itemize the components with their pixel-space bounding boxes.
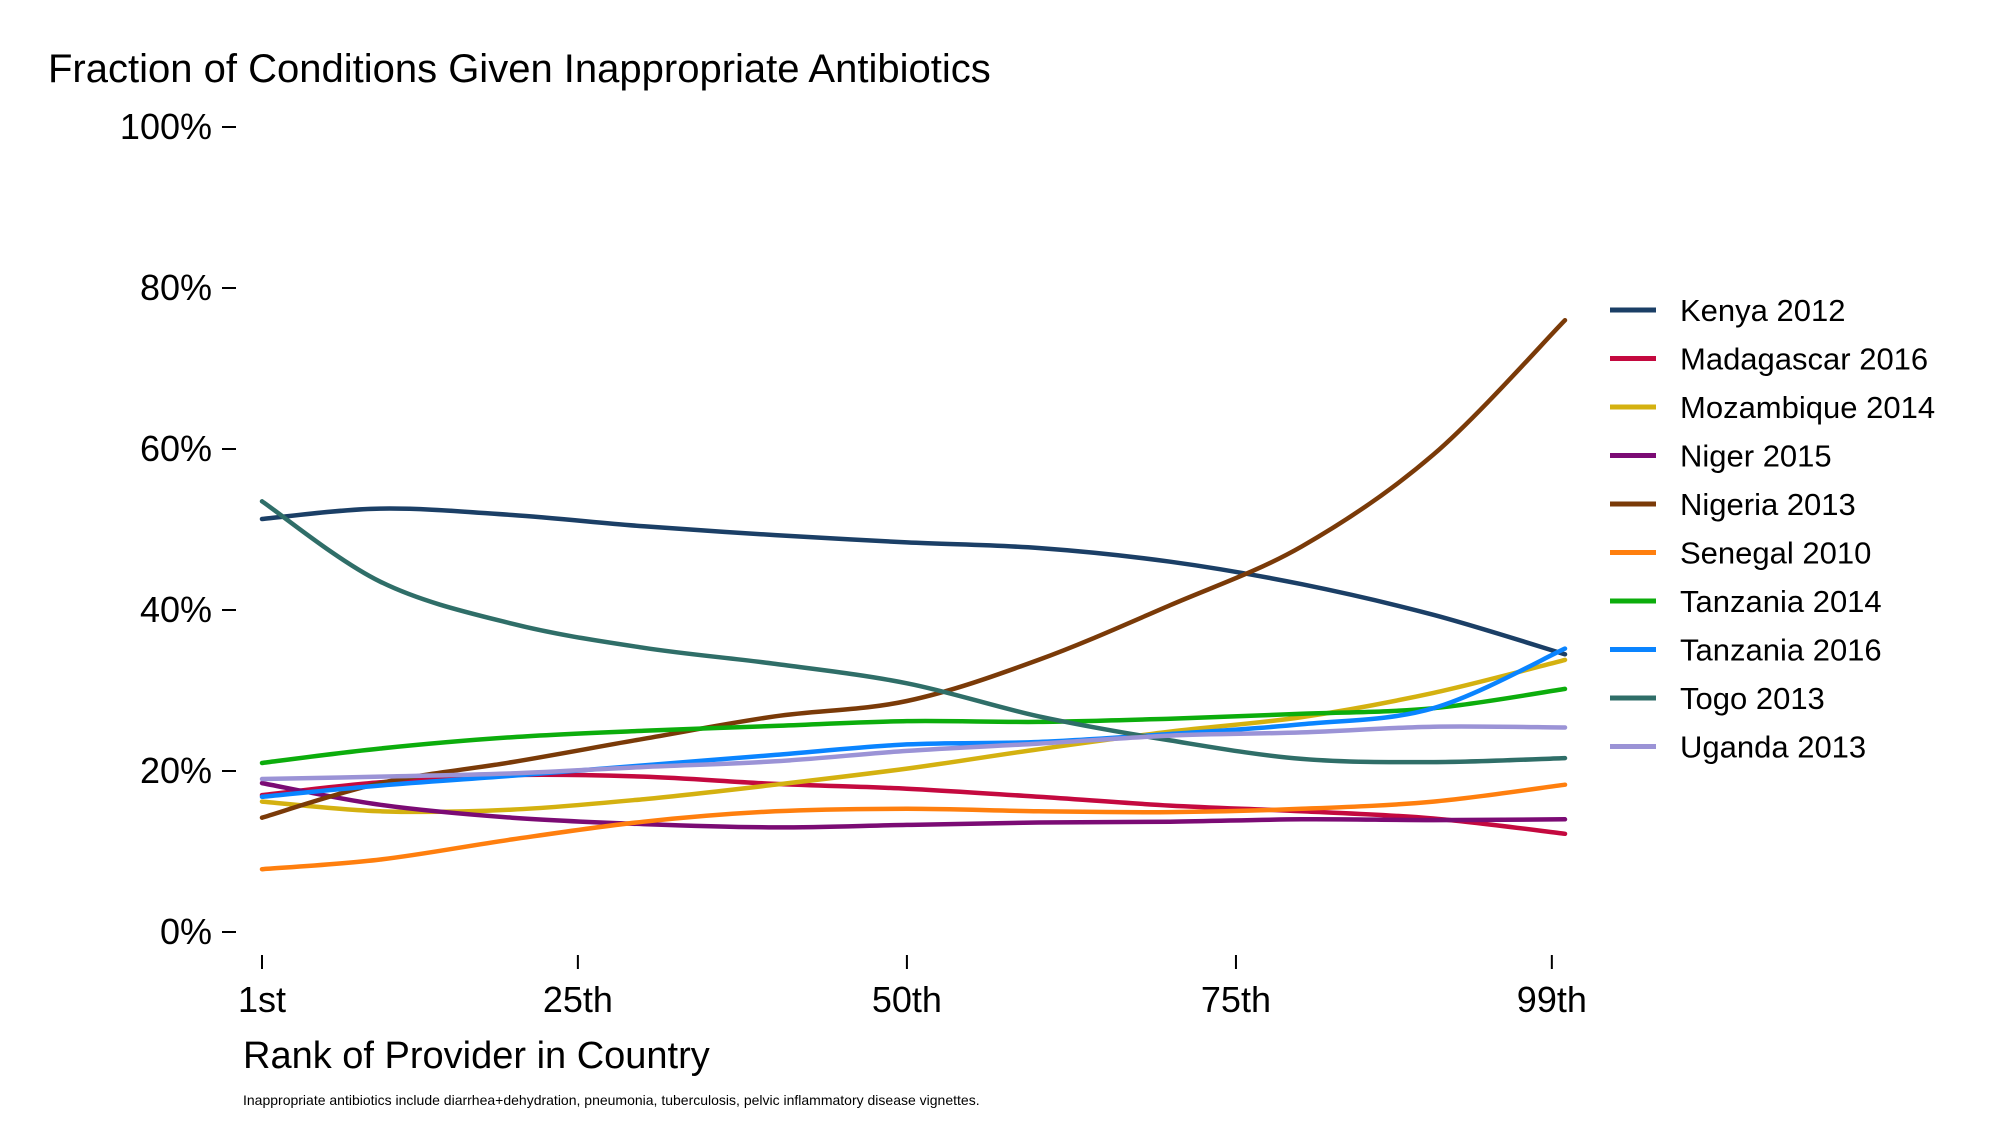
legend-item-kenya-2012: Kenya 2012 (1610, 293, 1845, 328)
y-tick-label: 20% (140, 750, 212, 791)
plot-lines (259, 317, 1568, 872)
footnote: Inappropriate antibiotics include diarrh… (243, 1092, 980, 1108)
legend-label: Kenya 2012 (1680, 293, 1845, 328)
x-tick-label: 25th (543, 979, 613, 1020)
legend-label: Mozambique 2014 (1680, 390, 1935, 425)
legend-item-senegal-2010: Senegal 2010 (1610, 536, 1871, 571)
legend-item-madagascar-2016: Madagascar 2016 (1610, 342, 1928, 377)
series-line-tanzania-2016 (259, 646, 1568, 800)
x-tick-label: 50th (872, 979, 942, 1020)
legend: Kenya 2012 Madagascar 2016 Mozambique 2014… (1610, 293, 1935, 765)
legend-item-niger-2015: Niger 2015 (1610, 439, 1832, 474)
legend-item-tanzania-2014: Tanzania 2014 (1610, 584, 1882, 619)
x-tick-label: 99th (1517, 979, 1587, 1020)
legend-label: Madagascar 2016 (1680, 342, 1928, 377)
series-line-niger-2015 (259, 780, 1568, 830)
y-tick-label: 100% (120, 106, 212, 147)
legend-label: Togo 2013 (1680, 681, 1825, 716)
series-line-nigeria-2013 (259, 317, 1568, 820)
legend-label: Niger 2015 (1680, 439, 1832, 474)
x-tick-label: 75th (1201, 979, 1271, 1020)
y-tick-label: 60% (140, 428, 212, 469)
legend-label: Tanzania 2016 (1680, 633, 1882, 668)
legend-label: Tanzania 2014 (1680, 584, 1882, 619)
series-line-togo-2013 (259, 499, 1568, 765)
series-line-kenya-2012 (259, 506, 1568, 657)
series-line-tanzania-2014 (259, 686, 1568, 766)
series-line-senegal-2010 (259, 782, 1568, 872)
series-line-uganda-2013 (259, 724, 1568, 782)
legend-label: Senegal 2010 (1680, 536, 1871, 571)
y-axis: 0% 20% 40% 60% 80% 100% (120, 106, 236, 952)
x-tick-label: 1st (238, 979, 286, 1020)
x-axis: 1st 25th 50th 75th 99th (238, 955, 1587, 1020)
y-tick-label: 0% (160, 911, 212, 952)
legend-item-mozambique-2014: Mozambique 2014 (1610, 390, 1935, 425)
legend-item-tanzania-2016: Tanzania 2016 (1610, 633, 1882, 668)
y-tick-label: 80% (140, 267, 212, 308)
legend-item-nigeria-2013: Nigeria 2013 (1610, 487, 1856, 522)
y-tick-label: 40% (140, 589, 212, 630)
legend-label: Nigeria 2013 (1680, 487, 1856, 522)
legend-item-uganda-2013: Uganda 2013 (1610, 730, 1866, 765)
legend-label: Uganda 2013 (1680, 730, 1866, 765)
chart-title: Fraction of Conditions Given Inappropria… (48, 47, 991, 91)
legend-item-togo-2013: Togo 2013 (1610, 681, 1825, 716)
x-axis-title: Rank of Provider in Country (243, 1035, 710, 1077)
